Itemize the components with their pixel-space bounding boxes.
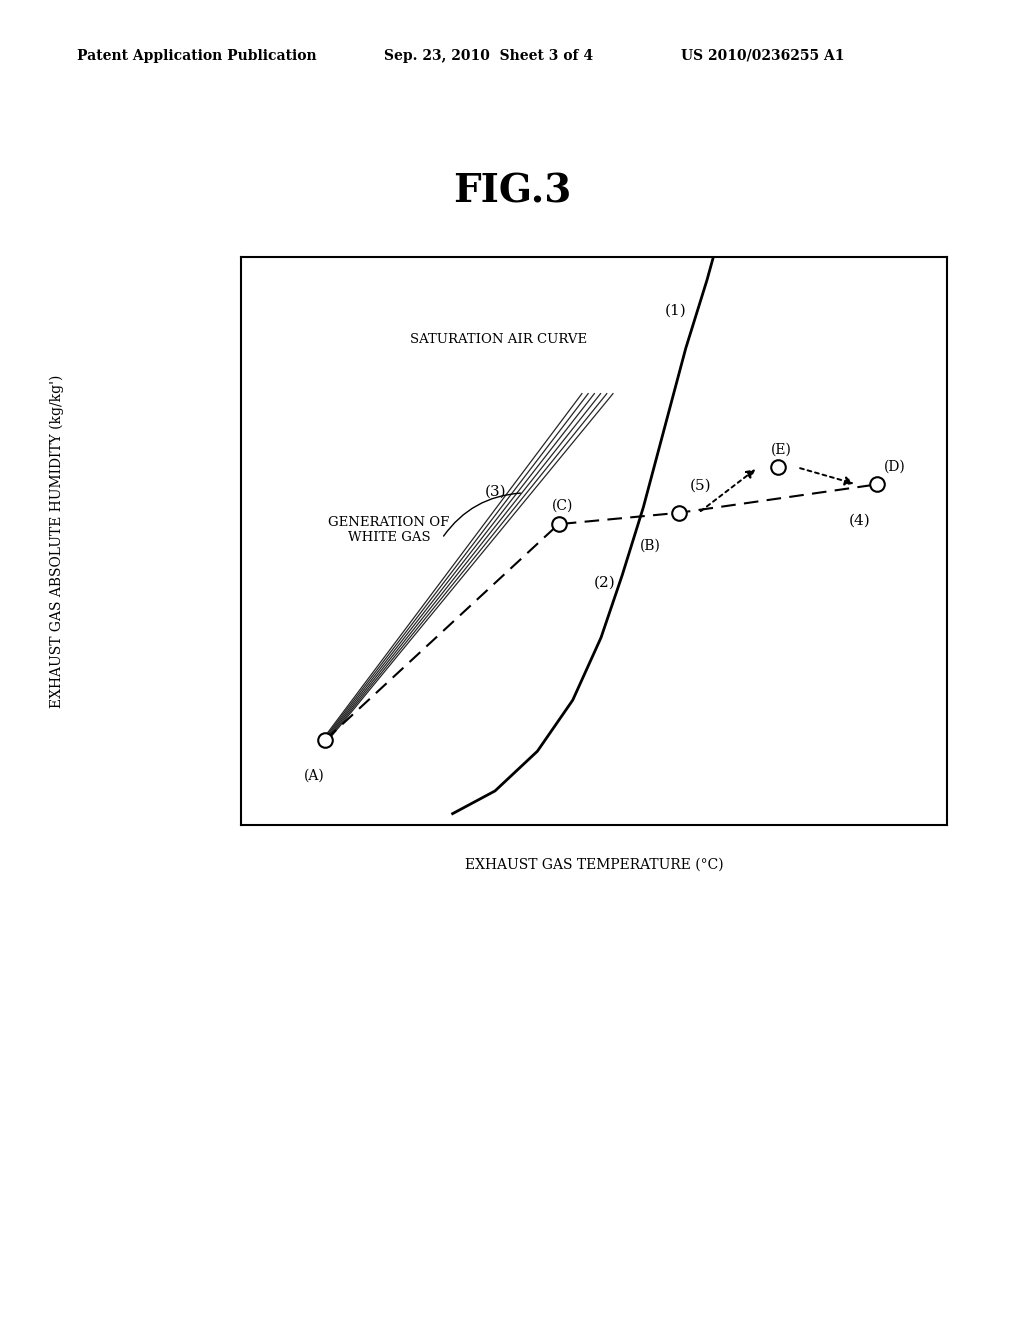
Text: (1): (1) [665, 304, 686, 317]
Text: (B): (B) [640, 539, 660, 553]
Point [551, 513, 567, 535]
Point [671, 503, 687, 524]
Point [317, 729, 334, 750]
Text: (2): (2) [594, 576, 615, 590]
Text: Patent Application Publication: Patent Application Publication [77, 49, 316, 63]
Text: (4): (4) [848, 513, 870, 527]
Text: (3): (3) [484, 484, 506, 499]
Text: FIG.3: FIG.3 [453, 173, 571, 210]
Text: GENERATION OF
WHITE GAS: GENERATION OF WHITE GAS [329, 516, 450, 544]
Point [868, 474, 885, 495]
Text: Sep. 23, 2010  Sheet 3 of 4: Sep. 23, 2010 Sheet 3 of 4 [384, 49, 593, 63]
Text: (5): (5) [689, 479, 711, 494]
Text: SATURATION AIR CURVE: SATURATION AIR CURVE [411, 333, 588, 346]
Text: EXHAUST GAS ABSOLUTE HUMIDITY (kg/kg'): EXHAUST GAS ABSOLUTE HUMIDITY (kg/kg') [49, 375, 63, 708]
Text: (D): (D) [884, 459, 905, 474]
Text: (A): (A) [304, 768, 325, 783]
Text: EXHAUST GAS TEMPERATURE (°C): EXHAUST GAS TEMPERATURE (°C) [465, 858, 723, 871]
Text: (E): (E) [770, 442, 792, 457]
Point [769, 457, 785, 478]
Text: (C): (C) [552, 499, 572, 513]
Text: US 2010/0236255 A1: US 2010/0236255 A1 [681, 49, 845, 63]
